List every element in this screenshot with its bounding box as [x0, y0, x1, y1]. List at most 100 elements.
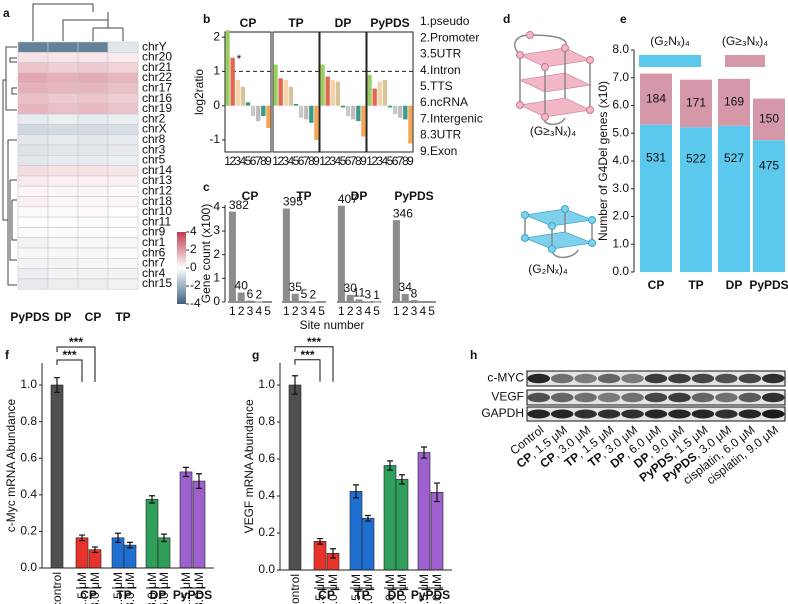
y-tick-label: 0.0 [258, 562, 275, 576]
x-tick-label: 1 [224, 154, 231, 168]
heatmap-cell [47, 216, 79, 228]
heatmap-cell [77, 278, 109, 290]
row-label: chr7 [142, 256, 166, 270]
heatmap-cell [77, 268, 109, 280]
error-bar [183, 466, 189, 478]
y-tick-label: 2 [213, 247, 220, 261]
bar [157, 537, 171, 569]
row-label: chr6 [142, 245, 166, 259]
blot-band [691, 392, 715, 403]
error-bar [434, 482, 440, 503]
x-tick-label: 5 [387, 154, 394, 168]
x-tick-label: 6 [298, 154, 305, 168]
error-bar [387, 460, 393, 471]
row-label: chr20 [142, 50, 172, 64]
y-tick-label: 2.0 [612, 209, 629, 223]
subplot-frame [366, 31, 414, 153]
bar [298, 105, 304, 118]
bar [250, 105, 256, 116]
legend-label: 8.3UTR [420, 128, 462, 142]
bar [382, 80, 388, 106]
x-tick-label: 4 [255, 304, 262, 318]
bar-segment [640, 73, 672, 125]
bar [361, 105, 366, 137]
significance-bracket [294, 346, 334, 382]
structure-label: (G₂Nₓ)₄ [528, 262, 568, 276]
x-tick-label: 4 [382, 154, 389, 168]
row-label: chr4 [142, 266, 166, 280]
x-tick-label: 3.0 μM [326, 574, 340, 604]
x-tick-label: 1 [366, 154, 373, 168]
blot-band [621, 409, 644, 419]
blot-band [668, 409, 691, 419]
group-label: CP [318, 588, 335, 602]
x-tick-label: 4 [419, 304, 426, 318]
heatmap-cell [77, 82, 109, 94]
heatmap-cell [77, 134, 109, 146]
y-tick-label: -1 [209, 132, 220, 146]
y-axis-label: c-Myc mRNA Abundance [4, 399, 18, 533]
row-label: chr1 [142, 235, 166, 249]
heatmap-cell [47, 134, 79, 146]
y-tick-label: 1.0 [612, 236, 629, 250]
row-label: chr21 [142, 60, 172, 74]
bar [179, 471, 193, 569]
heatmap-cell [77, 72, 109, 84]
x-tick-label: 6 [345, 154, 352, 168]
legend-label: 2.Promoter [420, 30, 479, 44]
heatmap-cell [107, 175, 139, 187]
blot-band [597, 409, 621, 419]
subplot-title: CP [242, 189, 259, 203]
heatmap-cell [47, 51, 79, 63]
heatmap-cell [47, 227, 79, 238]
x-tick-label: 2 [292, 304, 299, 318]
bar [383, 465, 397, 571]
blot-band [574, 373, 597, 384]
heatmap-cell [107, 103, 139, 115]
error-bar [365, 514, 371, 522]
heatmap-cell [17, 113, 49, 125]
y-tick-label: 0.4 [20, 487, 37, 501]
x-tick-label: 2 [402, 304, 409, 318]
panel-label: a [3, 6, 10, 20]
y-tick-label: 7.0 [612, 70, 629, 84]
bar [320, 64, 325, 106]
value-label: 8 [411, 286, 418, 300]
x-tick-label: 1 [319, 154, 326, 168]
x-tick-label: PyPDS [749, 278, 788, 292]
heatmap-cell [107, 82, 139, 94]
error-bar [92, 546, 98, 554]
row-label: chr14 [142, 163, 172, 177]
heatmap-cell [47, 175, 79, 187]
x-tick-label: 9 [407, 154, 414, 168]
heatmap-cell [77, 103, 109, 115]
value-label: 395 [283, 195, 303, 209]
value-label: 407 [338, 192, 358, 206]
heatmap-cell [17, 257, 49, 269]
panel-label: f [5, 348, 10, 362]
group-label: PyPDS [173, 588, 212, 602]
row-label: chrX [142, 122, 167, 136]
heatmap-cell [47, 268, 79, 280]
blot-band [597, 392, 621, 403]
value-label: 169 [724, 94, 744, 108]
bar [246, 300, 254, 302]
colorbar-tick-label: 2 [190, 242, 197, 256]
bar [291, 293, 299, 302]
colorbar-tick-label: -4 [190, 296, 201, 310]
y-axis-label: Number of G4Del genes (x10) [596, 81, 610, 241]
error-bar [330, 548, 336, 559]
blot-band [527, 409, 550, 419]
error-bar [149, 495, 155, 504]
x-tick-label: control [50, 572, 64, 604]
heatmap-cell [47, 124, 79, 136]
legend-label: 1.pseudo [420, 14, 470, 28]
value-label: 171 [686, 96, 706, 110]
y-tick-label: 3.0 [612, 181, 629, 195]
heatmap-cell [77, 93, 109, 105]
legend-label: (G₂Nₓ)₄ [650, 34, 690, 48]
bar-segment [680, 127, 712, 273]
heatmap-cell [17, 62, 49, 74]
value-label: 1 [373, 288, 380, 302]
heatmap-cell [107, 206, 139, 218]
